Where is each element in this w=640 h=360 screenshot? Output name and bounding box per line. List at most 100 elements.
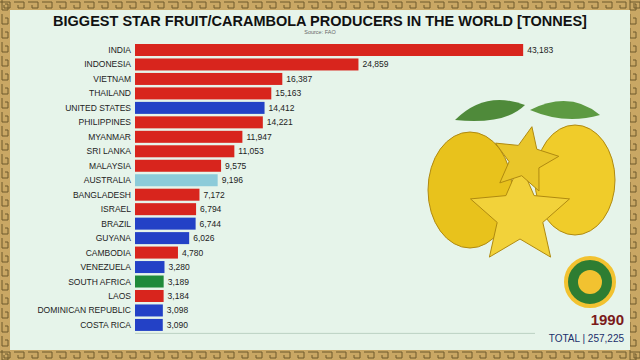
border-key bbox=[266, 2, 276, 8]
border-key bbox=[630, 308, 636, 318]
value-label: 4,780 bbox=[182, 248, 204, 258]
border-key bbox=[2, 322, 8, 332]
border-key bbox=[630, 140, 636, 150]
border-key bbox=[2, 28, 8, 38]
border-key bbox=[630, 252, 636, 262]
logo bbox=[566, 258, 614, 306]
bar bbox=[135, 261, 164, 273]
logo-center bbox=[578, 270, 602, 294]
border-key bbox=[14, 2, 24, 8]
leaf bbox=[455, 100, 525, 121]
border-key bbox=[2, 224, 8, 234]
border-key bbox=[70, 2, 80, 8]
border-key bbox=[70, 352, 80, 358]
value-label: 24,859 bbox=[362, 59, 388, 69]
category-label: AUSTRALIA bbox=[84, 175, 132, 185]
border-key bbox=[490, 2, 500, 8]
border-key bbox=[182, 352, 192, 358]
logo-ring bbox=[566, 258, 614, 306]
border-key bbox=[2, 98, 8, 108]
category-label: MALAYSIA bbox=[89, 161, 131, 171]
bar bbox=[135, 276, 164, 288]
border-key bbox=[112, 2, 122, 8]
border-key bbox=[504, 2, 514, 8]
value-label: 6,026 bbox=[193, 233, 215, 243]
border-key bbox=[2, 252, 8, 262]
category-label: CAMBODIA bbox=[86, 248, 132, 258]
category-label: SOUTH AFRICA bbox=[68, 277, 131, 287]
border-key bbox=[210, 352, 220, 358]
border-key bbox=[2, 266, 8, 276]
border-key bbox=[630, 210, 636, 220]
category-label: PHILIPPINES bbox=[79, 117, 132, 127]
border-key bbox=[154, 2, 164, 8]
star-fruit bbox=[471, 163, 570, 257]
border-key bbox=[392, 2, 402, 8]
value-label: 6,794 bbox=[200, 204, 222, 214]
border-key bbox=[28, 352, 38, 358]
labels: INDIA43,183INDONESIA24,859VIETNAM16,387T… bbox=[37, 45, 553, 330]
border-key bbox=[168, 2, 178, 8]
border-key bbox=[630, 182, 636, 192]
value-label: 15,163 bbox=[275, 88, 301, 98]
border-key bbox=[140, 352, 150, 358]
chart: BIGGEST STAR FRUIT/CARAMBOLA PRODUCERS I… bbox=[0, 0, 640, 360]
border-key bbox=[546, 352, 556, 358]
category-label: INDONESIA bbox=[84, 59, 131, 69]
border-key bbox=[2, 168, 8, 178]
border-key bbox=[476, 352, 486, 358]
border-key bbox=[630, 14, 636, 24]
bar bbox=[135, 189, 199, 201]
value-label: 3,090 bbox=[167, 320, 189, 330]
bar bbox=[135, 145, 234, 157]
border-key bbox=[602, 2, 612, 8]
border-key bbox=[238, 2, 248, 8]
border-key bbox=[2, 14, 8, 24]
border-key bbox=[196, 2, 206, 8]
border-key bbox=[630, 238, 636, 248]
border-key bbox=[2, 350, 8, 360]
bar bbox=[135, 247, 178, 259]
star-fruit bbox=[496, 127, 559, 191]
border-key bbox=[2, 0, 8, 10]
border-key bbox=[42, 2, 52, 8]
border-key bbox=[434, 2, 444, 8]
bar bbox=[135, 102, 265, 114]
border-key bbox=[2, 154, 8, 164]
border-key bbox=[308, 352, 318, 358]
value-label: 3,280 bbox=[168, 262, 190, 272]
bar bbox=[135, 203, 196, 215]
border-key bbox=[588, 352, 598, 358]
border-key bbox=[630, 168, 636, 178]
value-label: 11,053 bbox=[238, 146, 264, 156]
border-key bbox=[630, 224, 636, 234]
border-key bbox=[196, 352, 206, 358]
border-key bbox=[448, 352, 458, 358]
border-key bbox=[392, 352, 402, 358]
border-key bbox=[518, 2, 528, 8]
border-key bbox=[336, 2, 346, 8]
category-label: COSTA RICA bbox=[80, 320, 131, 330]
border-key bbox=[336, 352, 346, 358]
border-pattern bbox=[0, 0, 640, 360]
category-label: INDIA bbox=[108, 45, 131, 55]
border-key bbox=[504, 352, 514, 358]
panel bbox=[10, 10, 630, 350]
border-key bbox=[630, 42, 636, 52]
category-label: LAOS bbox=[108, 291, 131, 301]
bar bbox=[135, 116, 263, 128]
border-key bbox=[210, 2, 220, 8]
border-key bbox=[28, 2, 38, 8]
border-key bbox=[630, 280, 636, 290]
border-key bbox=[378, 352, 388, 358]
border-key bbox=[84, 352, 94, 358]
border-key bbox=[630, 84, 636, 94]
border-key bbox=[532, 352, 542, 358]
year-label: 1990 bbox=[591, 311, 624, 328]
category-label: DOMINICAN REPUBLIC bbox=[37, 305, 131, 315]
border-key bbox=[630, 28, 636, 38]
bar bbox=[135, 73, 282, 85]
category-label: GUYANA bbox=[96, 233, 132, 243]
border-key bbox=[280, 352, 290, 358]
border-key bbox=[224, 352, 234, 358]
